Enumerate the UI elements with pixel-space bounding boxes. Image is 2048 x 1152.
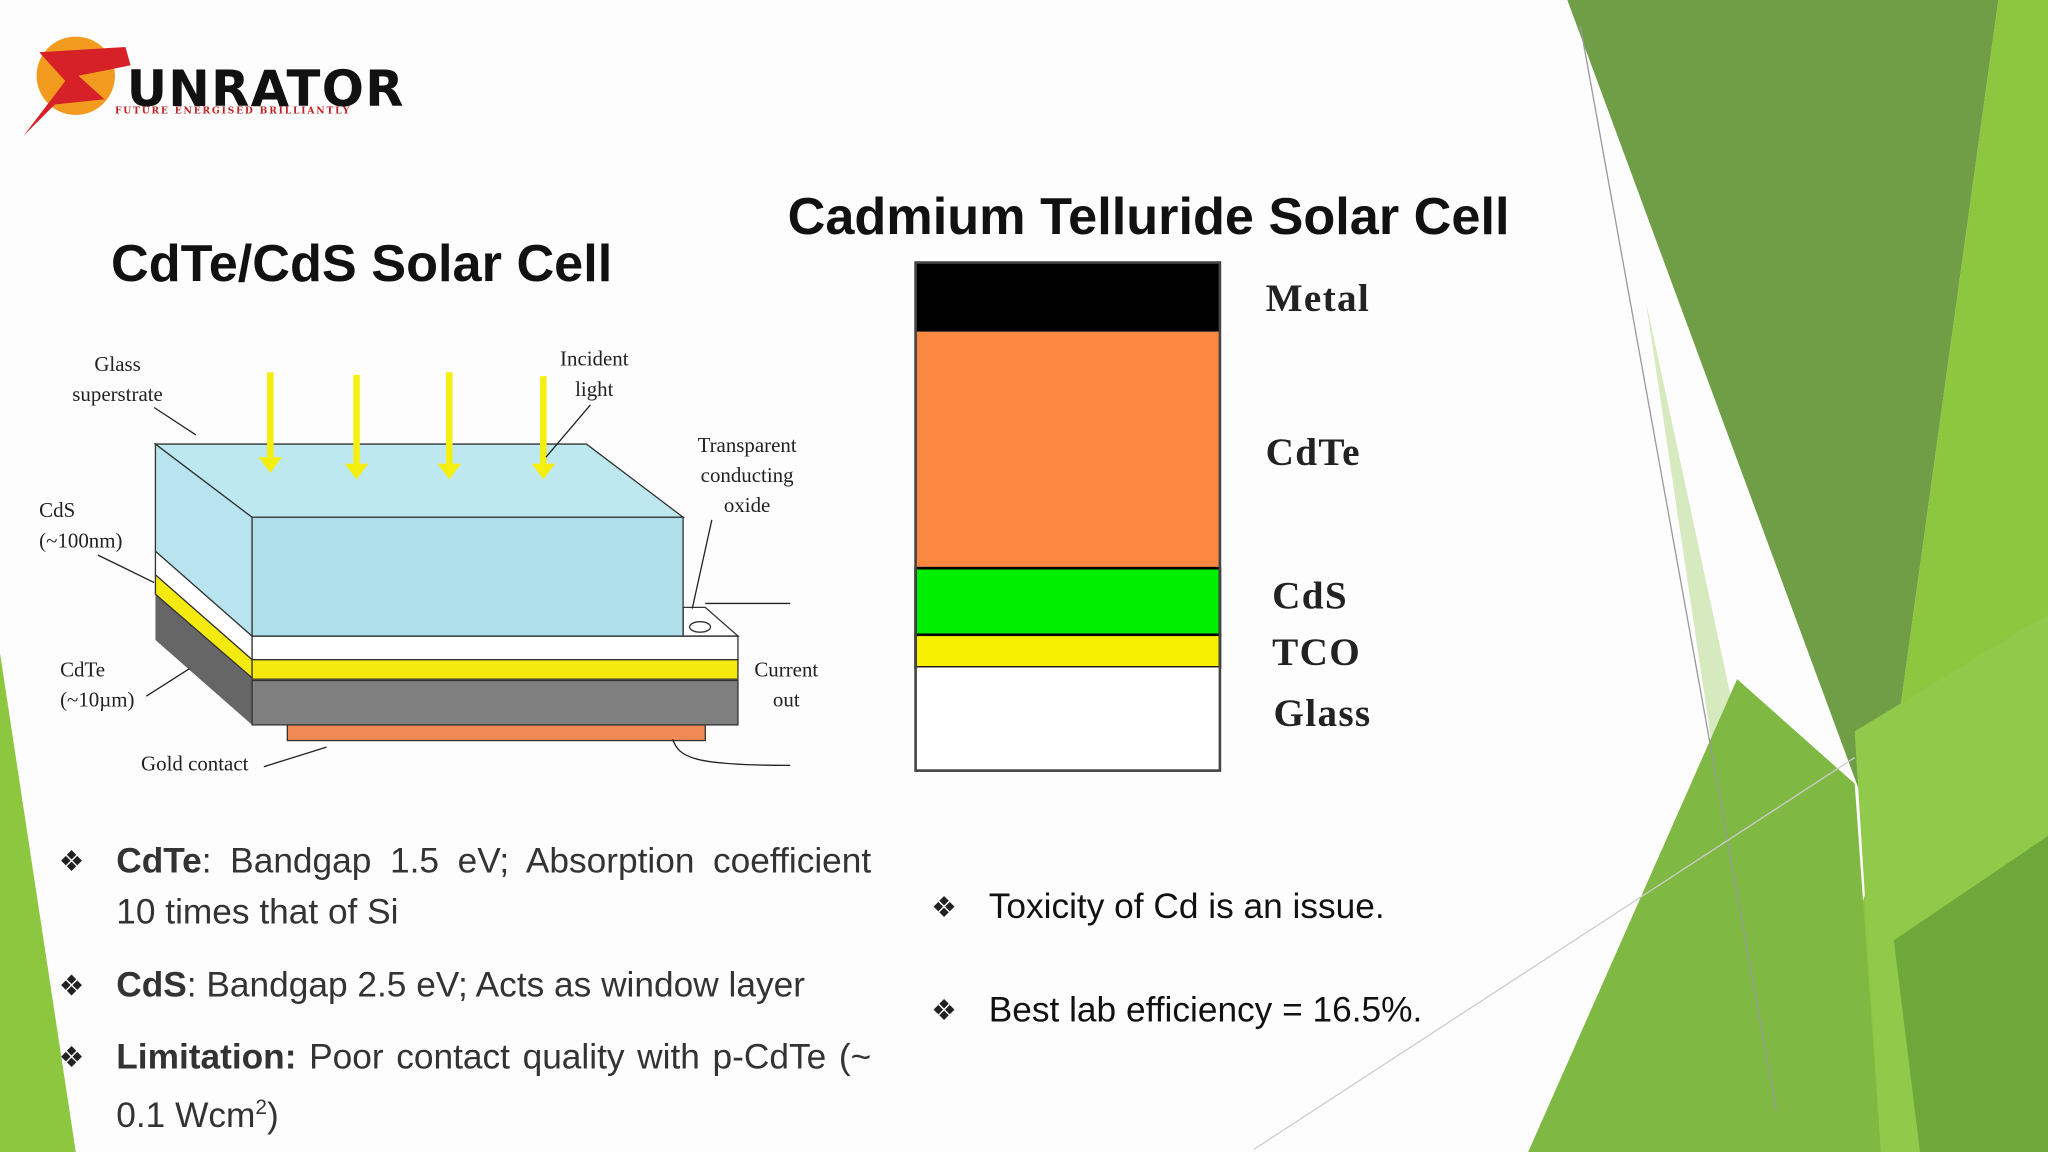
bullet-term: CdTe [116, 841, 202, 881]
label-cdte: CdTe (~10µm) [60, 659, 135, 712]
layer-label: Metal [1265, 276, 1371, 320]
bullet-text: : Bandgap 2.5 eV; Acts as window layer [186, 965, 805, 1005]
bullet-term: Limitation: [116, 1037, 297, 1077]
bullet: CdS: Bandgap 2.5 eV; Acts as window laye… [59, 960, 900, 1011]
label-gold: Gold contact [141, 753, 249, 776]
label-cds: CdS (~100nm) [39, 500, 123, 553]
layer-label: CdTe [1265, 431, 1361, 475]
right-title: Cadmium Telluride Solar Cell [787, 188, 1510, 246]
layer-label: Glass [1273, 692, 1372, 736]
left-title: CdTe/CdS Solar Cell [111, 235, 613, 293]
logo-name: UNRATOR [126, 60, 405, 118]
label-light: Incident light [560, 348, 629, 401]
label-tco: Transparent conducting oxide [697, 434, 797, 518]
label-current: Current out [754, 659, 819, 712]
bullet-text: : Bandgap 1.5 eV; Absorption coefficient… [116, 841, 872, 932]
layer-label: TCO [1272, 630, 1361, 674]
bullet: Toxicity of Cd is an issue. [931, 882, 1384, 933]
bullet: Best lab efficiency = 16.5%. [931, 985, 1422, 1036]
logo-tagline: FUTURE ENERGISED BRILLIANTLY [114, 104, 352, 117]
bullet-term: CdS [116, 965, 187, 1005]
bullet: Limitation: Poor contact quality with p-… [59, 1032, 872, 1142]
label-glass: Glass superstrate [72, 353, 163, 407]
bullet-text: ) [266, 1095, 279, 1136]
layer-label: CdS [1272, 574, 1348, 618]
bullet: CdTe: Bandgap 1.5 eV; Absorption coeffic… [59, 836, 872, 938]
bullet-text: Poor contact quality with p-CdTe (~ 0.1 … [116, 1037, 872, 1136]
superscript: 2 [255, 1097, 267, 1120]
